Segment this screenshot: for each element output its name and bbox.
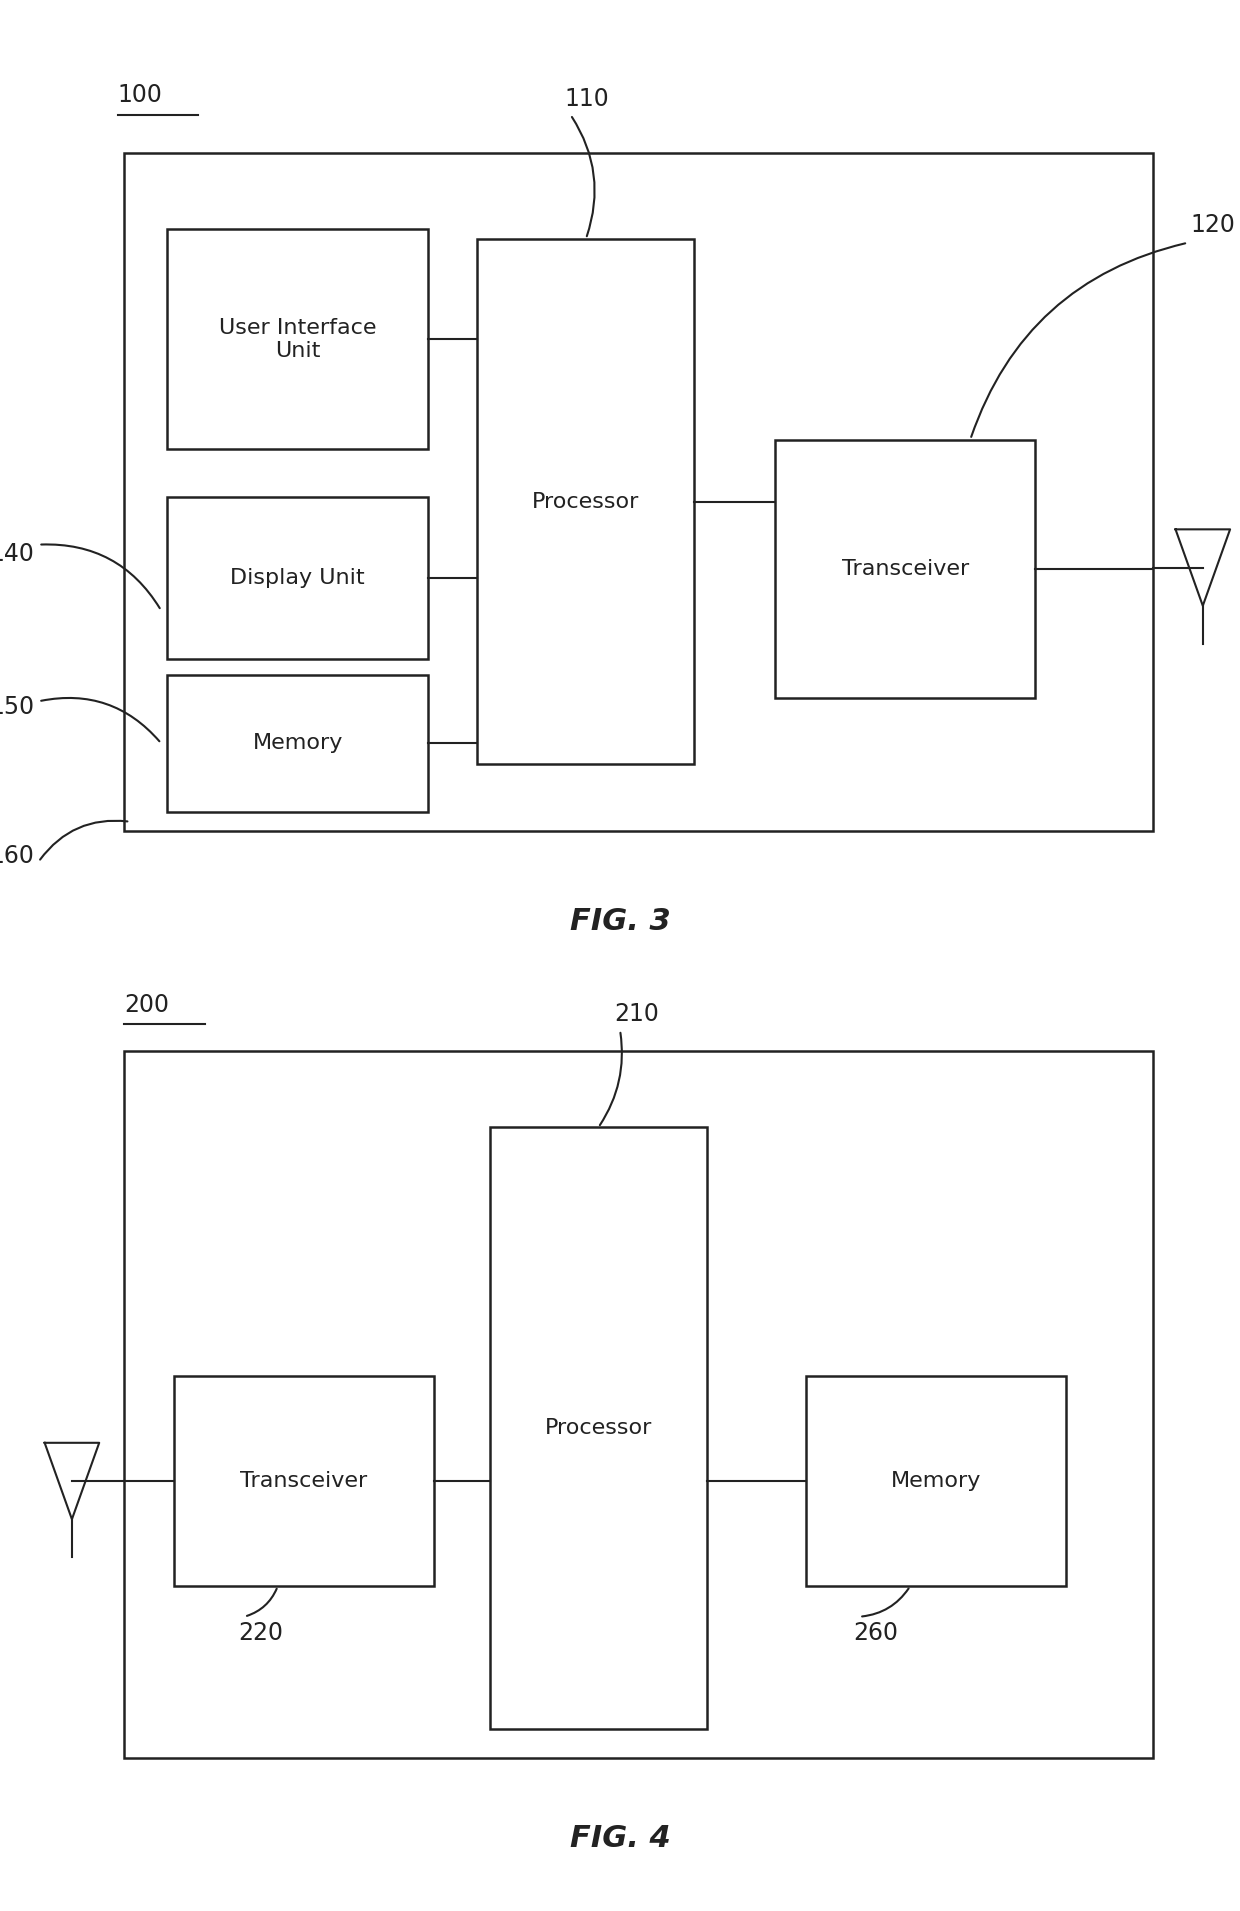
Bar bbox=[167, 229, 428, 449]
Text: Processor: Processor bbox=[544, 1418, 652, 1439]
Text: 160: 160 bbox=[0, 845, 35, 868]
Text: Transceiver: Transceiver bbox=[842, 558, 968, 579]
Text: Transceiver: Transceiver bbox=[241, 1471, 367, 1491]
Bar bbox=[477, 239, 694, 764]
Text: 200: 200 bbox=[124, 992, 169, 1017]
Bar bbox=[167, 675, 428, 812]
Text: User Interface
Unit: User Interface Unit bbox=[218, 317, 377, 361]
Bar bbox=[124, 1051, 1153, 1758]
Text: 150: 150 bbox=[0, 696, 35, 719]
Bar bbox=[775, 440, 1035, 698]
Text: FIG. 3: FIG. 3 bbox=[569, 906, 671, 936]
Text: 140: 140 bbox=[0, 543, 35, 566]
Bar bbox=[174, 1376, 434, 1586]
Text: 110: 110 bbox=[564, 86, 609, 111]
Text: 210: 210 bbox=[614, 1001, 658, 1026]
Text: 220: 220 bbox=[238, 1621, 283, 1645]
Text: 260: 260 bbox=[853, 1621, 898, 1645]
Bar bbox=[167, 497, 428, 659]
Text: Processor: Processor bbox=[532, 491, 640, 512]
Text: Display Unit: Display Unit bbox=[231, 568, 365, 589]
Bar bbox=[806, 1376, 1066, 1586]
Text: 100: 100 bbox=[118, 82, 162, 107]
Bar bbox=[490, 1127, 707, 1729]
Text: FIG. 4: FIG. 4 bbox=[569, 1823, 671, 1854]
Bar bbox=[124, 153, 1153, 831]
Text: Memory: Memory bbox=[892, 1471, 981, 1491]
Text: Memory: Memory bbox=[253, 734, 342, 753]
Text: 120: 120 bbox=[1190, 212, 1235, 237]
